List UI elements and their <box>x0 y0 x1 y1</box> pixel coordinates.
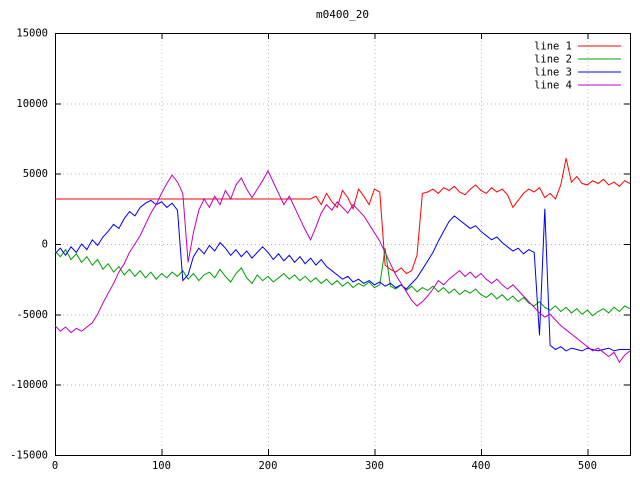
x-axis-tick-label: 0 <box>52 460 58 472</box>
x-axis-tick-label: 400 <box>471 460 490 472</box>
legend-label: line 1 <box>534 41 572 53</box>
chart-title: m0400_20 <box>316 8 369 21</box>
legend-label: line 3 <box>534 67 572 79</box>
x-axis-tick-label: 500 <box>578 460 597 472</box>
y-axis-tick-label: 0 <box>42 239 48 251</box>
y-axis-tick-label: 15000 <box>16 28 48 40</box>
y-axis-tick-label: 10000 <box>16 98 48 110</box>
series-line-4 <box>54 169 631 364</box>
x-axis-tick-label: 100 <box>152 460 171 472</box>
y-axis-tick-label: -10000 <box>10 379 48 391</box>
y-axis-tick-label: -5000 <box>16 309 48 321</box>
legend-label: line 2 <box>534 54 572 66</box>
x-axis-tick-label: 200 <box>258 460 277 472</box>
axes <box>55 33 631 456</box>
tick-labels: -15000 -10000 -5000 0 5000 10000 15000 0 100 200 3… <box>10 28 597 473</box>
x-axis-tick-label: 300 <box>365 460 384 472</box>
series-line-3 <box>54 199 630 352</box>
y-axis-tick-label: -15000 <box>10 450 48 462</box>
y-axis-tick-label: 5000 <box>23 168 48 180</box>
series <box>54 158 631 364</box>
series-line-1 <box>55 158 631 275</box>
legend-label: line 4 <box>534 80 572 92</box>
series-line-2 <box>54 248 631 317</box>
